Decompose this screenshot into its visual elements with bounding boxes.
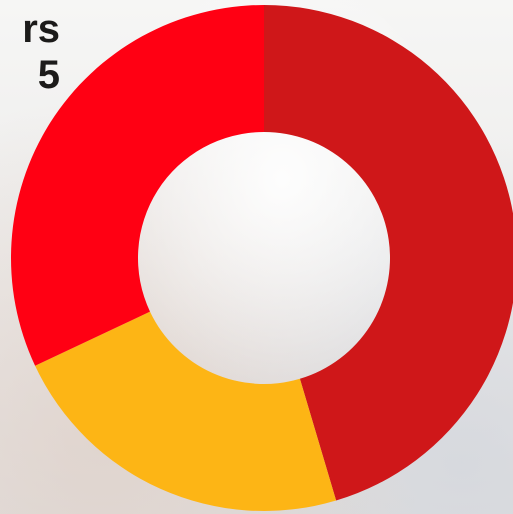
title-line-1: rs: [22, 7, 60, 51]
donut-slice-1: [264, 5, 513, 501]
chart-title-fragment: rs 5: [0, 6, 60, 98]
donut-slice-3: [10, 5, 265, 366]
donut-slices: [10, 5, 513, 511]
donut-slice-2: [35, 311, 337, 511]
title-line-2: 5: [37, 53, 60, 97]
